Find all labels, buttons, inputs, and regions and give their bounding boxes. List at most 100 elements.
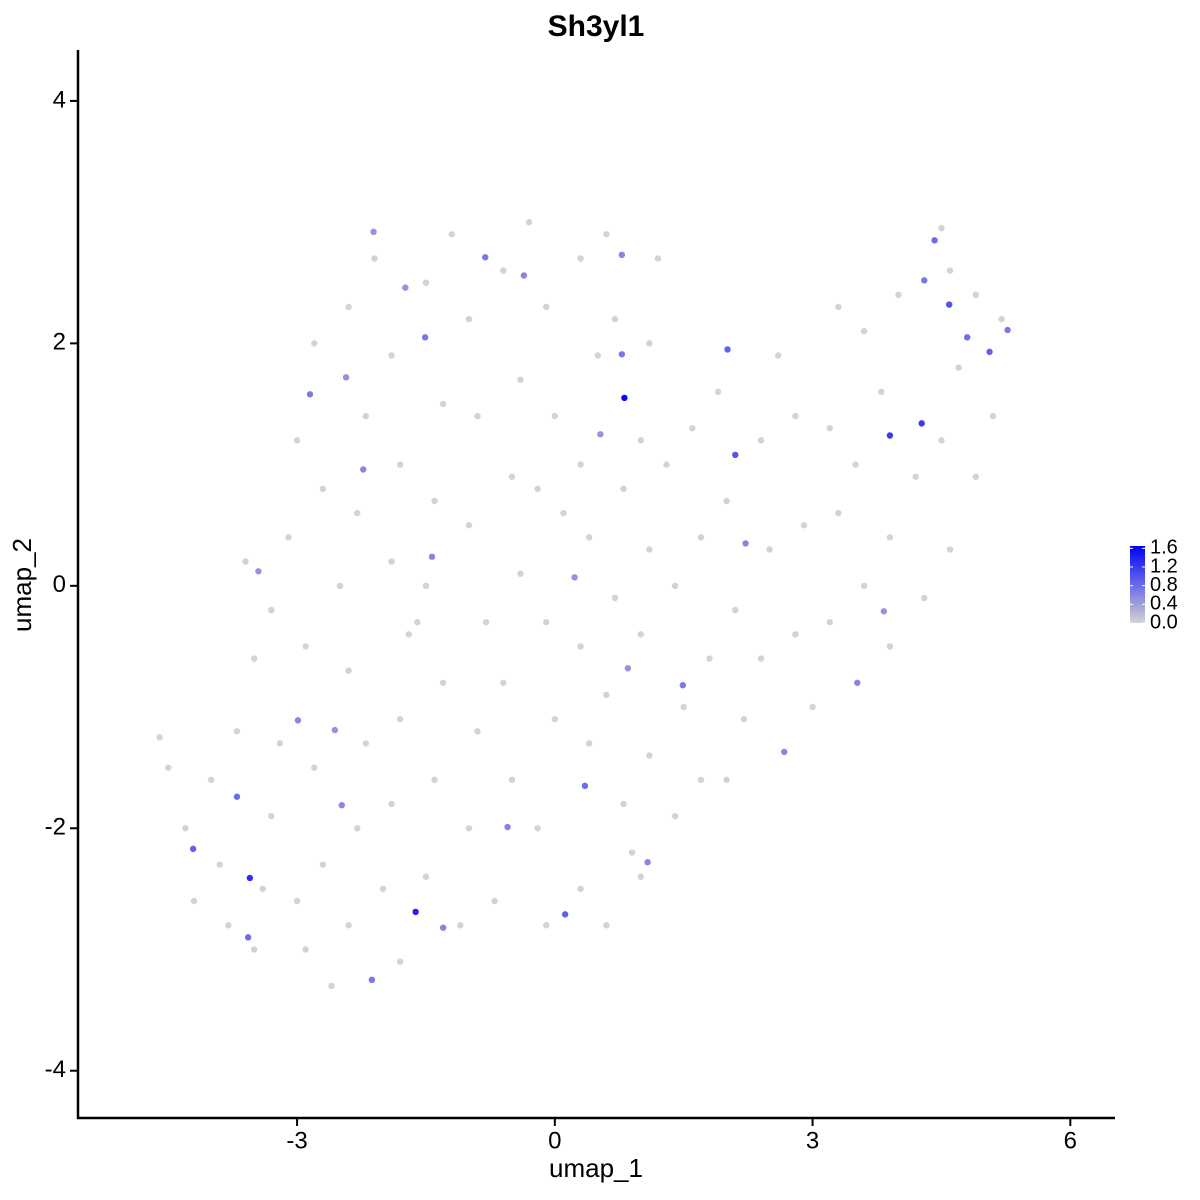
point bbox=[422, 873, 430, 880]
point bbox=[465, 522, 473, 529]
point bbox=[792, 412, 799, 420]
point bbox=[534, 485, 541, 493]
point bbox=[422, 582, 430, 590]
point bbox=[345, 667, 352, 674]
point bbox=[331, 726, 339, 734]
point bbox=[259, 885, 266, 893]
point bbox=[190, 897, 198, 905]
point bbox=[714, 388, 722, 396]
point bbox=[697, 776, 705, 783]
point bbox=[543, 303, 550, 311]
point bbox=[302, 643, 309, 650]
point bbox=[405, 631, 412, 638]
point bbox=[182, 825, 189, 832]
point bbox=[165, 764, 172, 771]
point bbox=[938, 225, 945, 232]
point bbox=[233, 793, 241, 800]
point bbox=[255, 568, 262, 575]
point bbox=[886, 534, 894, 541]
point bbox=[724, 346, 731, 353]
point bbox=[225, 922, 232, 929]
point bbox=[809, 703, 816, 711]
axes bbox=[70, 50, 1115, 1126]
point bbox=[561, 911, 569, 918]
point bbox=[388, 558, 395, 565]
point bbox=[370, 228, 377, 236]
point bbox=[431, 776, 438, 783]
point bbox=[465, 315, 473, 323]
colorbar-tick-label: 0.4 bbox=[1150, 593, 1178, 615]
point bbox=[637, 631, 644, 638]
colorbar-tick-label: 0.8 bbox=[1150, 574, 1178, 596]
point bbox=[396, 715, 404, 723]
point bbox=[354, 509, 361, 517]
point bbox=[414, 618, 421, 626]
point bbox=[918, 420, 925, 427]
point bbox=[964, 334, 971, 341]
point bbox=[597, 431, 604, 438]
point bbox=[577, 255, 584, 262]
point bbox=[525, 218, 533, 226]
point bbox=[585, 534, 593, 541]
point bbox=[504, 823, 511, 831]
point bbox=[311, 764, 318, 771]
point bbox=[921, 277, 928, 284]
point bbox=[311, 340, 318, 347]
point bbox=[732, 451, 739, 459]
point bbox=[637, 437, 644, 444]
point bbox=[362, 740, 370, 747]
point bbox=[448, 231, 455, 238]
point bbox=[680, 703, 687, 711]
point bbox=[354, 825, 361, 832]
point bbox=[603, 231, 610, 238]
point bbox=[246, 874, 254, 882]
point bbox=[577, 885, 584, 893]
point bbox=[508, 776, 516, 783]
point bbox=[306, 391, 314, 398]
point bbox=[998, 315, 1005, 323]
y-tick-label: -4 bbox=[45, 1056, 66, 1083]
point bbox=[689, 425, 696, 432]
point bbox=[551, 715, 559, 723]
point bbox=[646, 340, 653, 347]
point bbox=[491, 897, 498, 905]
point bbox=[500, 679, 507, 686]
point bbox=[543, 922, 550, 929]
point bbox=[482, 254, 489, 261]
point bbox=[577, 643, 584, 650]
point bbox=[706, 655, 713, 662]
point bbox=[428, 553, 436, 560]
x-tick-label: -3 bbox=[286, 1127, 307, 1154]
point bbox=[740, 715, 748, 723]
point bbox=[242, 558, 249, 565]
point bbox=[931, 237, 938, 244]
point bbox=[618, 351, 626, 358]
point bbox=[757, 437, 765, 444]
point bbox=[500, 267, 507, 274]
point bbox=[268, 606, 275, 614]
point bbox=[285, 534, 292, 541]
point bbox=[421, 334, 429, 341]
point bbox=[319, 485, 327, 493]
point bbox=[880, 608, 888, 615]
point bbox=[156, 734, 163, 741]
point bbox=[860, 328, 868, 335]
point bbox=[577, 461, 584, 468]
point bbox=[244, 934, 252, 941]
point bbox=[360, 466, 367, 473]
point bbox=[371, 255, 378, 262]
y-tick-label: 0 bbox=[53, 571, 66, 598]
point bbox=[637, 873, 644, 880]
point bbox=[422, 279, 430, 286]
point bbox=[439, 679, 447, 686]
point bbox=[621, 394, 628, 402]
point bbox=[517, 570, 524, 577]
point bbox=[671, 812, 679, 820]
point bbox=[826, 425, 833, 432]
point bbox=[986, 348, 993, 356]
point bbox=[775, 352, 782, 359]
point bbox=[1004, 326, 1011, 334]
point bbox=[800, 522, 808, 529]
point bbox=[379, 885, 387, 893]
